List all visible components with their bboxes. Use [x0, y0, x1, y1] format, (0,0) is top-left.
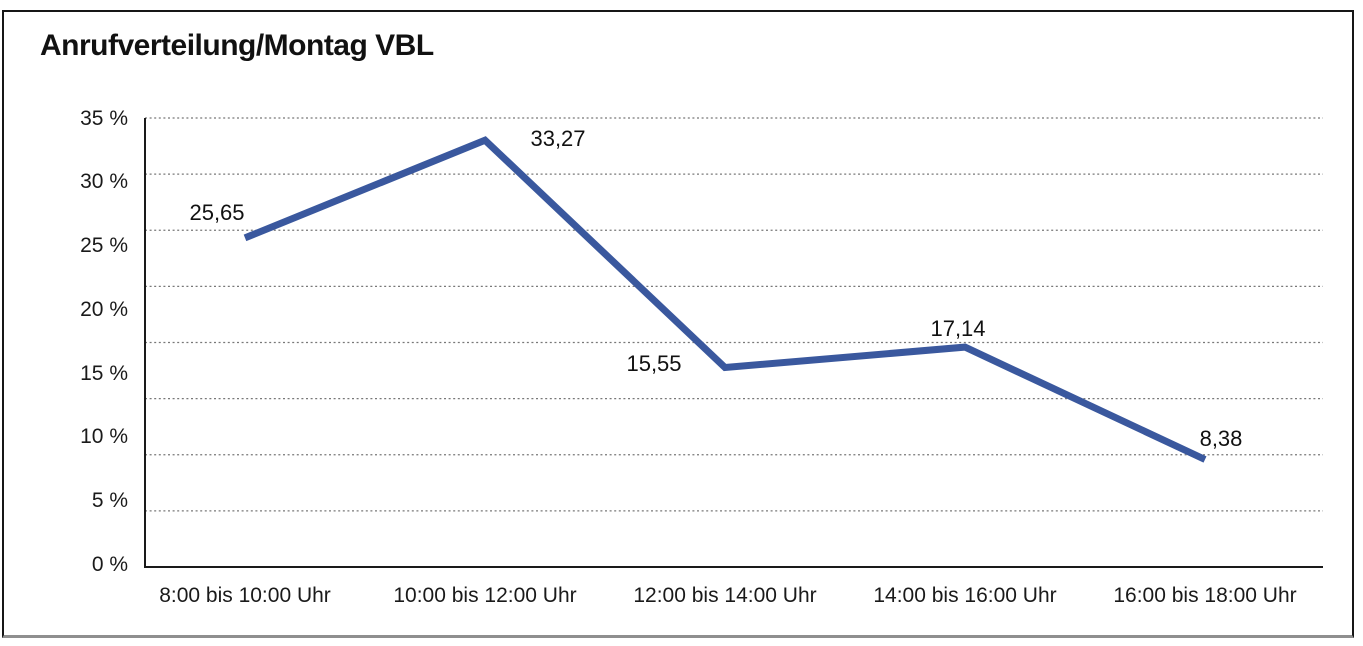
y-axis-tick-label: 30 % — [80, 170, 128, 194]
y-axis-tick-label: 15 % — [80, 361, 128, 385]
data-point-label: 25,65 — [189, 200, 245, 225]
x-axis-tick-label: 16:00 bis 18:00 Uhr — [1113, 584, 1297, 607]
y-axis-tick-label: 5 % — [91, 489, 128, 513]
y-axis-tick-label: 10 % — [80, 425, 128, 449]
y-axis-tick-label: 25 % — [80, 234, 128, 258]
y-axis-tick-label: 0 % — [91, 553, 128, 576]
data-line — [243, 136, 1207, 463]
x-axis-tick-label: 14:00 bis 16:00 Uhr — [873, 584, 1057, 607]
x-axis-tick-label: 12:00 bis 14:00 Uhr — [633, 584, 817, 607]
x-axis-tick-label: 10:00 bis 12:00 Uhr — [393, 584, 577, 607]
chart-title: Anrufverteilung/Montag VBL — [40, 29, 434, 62]
axis-lines — [144, 118, 1323, 568]
data-point-label: 8,38 — [1199, 426, 1243, 451]
data-point-label: 15,55 — [626, 351, 682, 376]
y-axis-tick-label: 20 % — [80, 297, 128, 321]
y-axis-tick-label: 35 % — [80, 106, 128, 130]
data-point-label: 17,14 — [930, 316, 986, 341]
x-axis-tick-label: 8:00 bis 10:00 Uhr — [159, 584, 331, 607]
data-point-label: 33,27 — [530, 126, 586, 151]
